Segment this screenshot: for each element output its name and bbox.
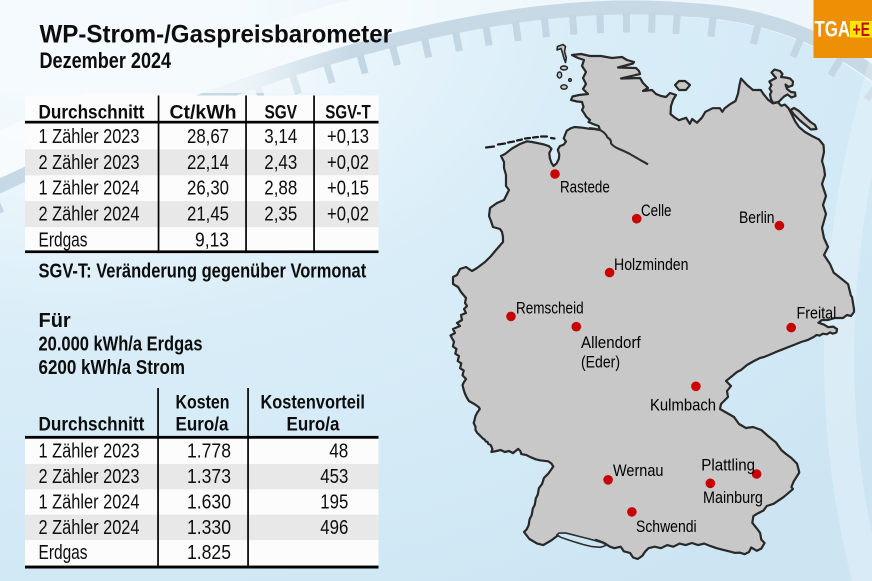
svg-text:Erdgas: Erdgas <box>39 542 88 564</box>
svg-text:1.825: 1.825 <box>187 542 231 564</box>
svg-text:9,13: 9,13 <box>195 230 229 252</box>
svg-text:1.330: 1.330 <box>187 517 231 539</box>
svg-text:Allendorf: Allendorf <box>581 334 641 352</box>
svg-text:2 Zähler 2024: 2 Zähler 2024 <box>39 517 140 539</box>
svg-text:Rastede: Rastede <box>560 179 610 197</box>
svg-text:(Eder): (Eder) <box>581 354 620 372</box>
svg-text:Schwendi: Schwendi <box>636 518 697 536</box>
svg-text:453: 453 <box>320 466 348 488</box>
svg-text:20.000 kWh/a Erdgas: 20.000 kWh/a Erdgas <box>39 334 203 356</box>
svg-text:Für: Für <box>39 310 71 332</box>
svg-text:2,35: 2,35 <box>264 204 297 226</box>
svg-text:SGV-T: Veränderung gegenüber V: SGV-T: Veränderung gegenüber Vormonat <box>39 261 367 283</box>
svg-text:TGA: TGA <box>815 16 851 41</box>
svg-text:Durchschnitt: Durchschnitt <box>39 413 145 435</box>
svg-text:1 Zähler 2024: 1 Zähler 2024 <box>39 491 140 513</box>
svg-text:SGV-T: SGV-T <box>325 102 370 124</box>
svg-text:195: 195 <box>320 491 348 513</box>
svg-text:SGV: SGV <box>265 102 298 124</box>
svg-text:Kostenvorteil: Kostenvorteil <box>260 391 365 413</box>
svg-text:+0,02: +0,02 <box>327 152 369 174</box>
svg-text:Durchschnitt: Durchschnitt <box>39 102 145 124</box>
svg-text:+0,13: +0,13 <box>327 126 369 148</box>
svg-text:1 Zähler 2024: 1 Zähler 2024 <box>39 178 140 200</box>
svg-text:Celle: Celle <box>641 202 672 220</box>
svg-text:2 Zähler 2024: 2 Zähler 2024 <box>39 204 140 226</box>
svg-text:Erdgas: Erdgas <box>39 230 88 252</box>
svg-text:1 Zähler 2023: 1 Zähler 2023 <box>39 441 140 463</box>
svg-text:+0,02: +0,02 <box>327 204 369 226</box>
svg-text:Mainburg: Mainburg <box>703 489 763 507</box>
svg-text:2 Zähler 2023: 2 Zähler 2023 <box>39 152 140 174</box>
svg-text:6200 kWh/a Strom: 6200 kWh/a Strom <box>39 357 186 379</box>
svg-text:2 Zähler 2023: 2 Zähler 2023 <box>39 466 140 488</box>
svg-text:26,30: 26,30 <box>187 178 229 200</box>
svg-text:Kulmbach: Kulmbach <box>650 397 716 415</box>
svg-text:Euro/a: Euro/a <box>287 413 341 435</box>
svg-text:Wernau: Wernau <box>613 462 664 480</box>
svg-text:WP-Strom-/Gaspreisbarometer: WP-Strom-/Gaspreisbarometer <box>40 20 393 48</box>
svg-text:Berlin: Berlin <box>739 209 775 227</box>
svg-text:Freital: Freital <box>797 305 837 323</box>
svg-text:3,14: 3,14 <box>264 126 297 148</box>
svg-text:Dezember 2024: Dezember 2024 <box>40 48 172 73</box>
svg-text:Ct/kWh: Ct/kWh <box>170 102 237 124</box>
svg-text:2,43: 2,43 <box>264 152 297 174</box>
svg-text:+0,15: +0,15 <box>327 178 369 200</box>
svg-text:1.630: 1.630 <box>187 491 231 513</box>
svg-text:Remscheid: Remscheid <box>516 300 584 318</box>
svg-text:48: 48 <box>329 441 348 463</box>
svg-text:Holzminden: Holzminden <box>614 256 689 274</box>
svg-text:1.373: 1.373 <box>187 466 231 488</box>
svg-text:+E: +E <box>853 20 871 41</box>
svg-text:Euro/a: Euro/a <box>176 413 230 435</box>
svg-text:22,14: 22,14 <box>187 152 229 174</box>
svg-text:1.778: 1.778 <box>187 441 231 463</box>
svg-text:Plattling: Plattling <box>701 457 755 475</box>
svg-text:Kosten: Kosten <box>176 391 230 413</box>
svg-text:1 Zähler 2023: 1 Zähler 2023 <box>39 126 140 148</box>
svg-text:21,45: 21,45 <box>187 204 229 226</box>
svg-text:2,88: 2,88 <box>264 178 297 200</box>
svg-text:28,67: 28,67 <box>187 126 229 148</box>
svg-text:496: 496 <box>320 517 348 539</box>
